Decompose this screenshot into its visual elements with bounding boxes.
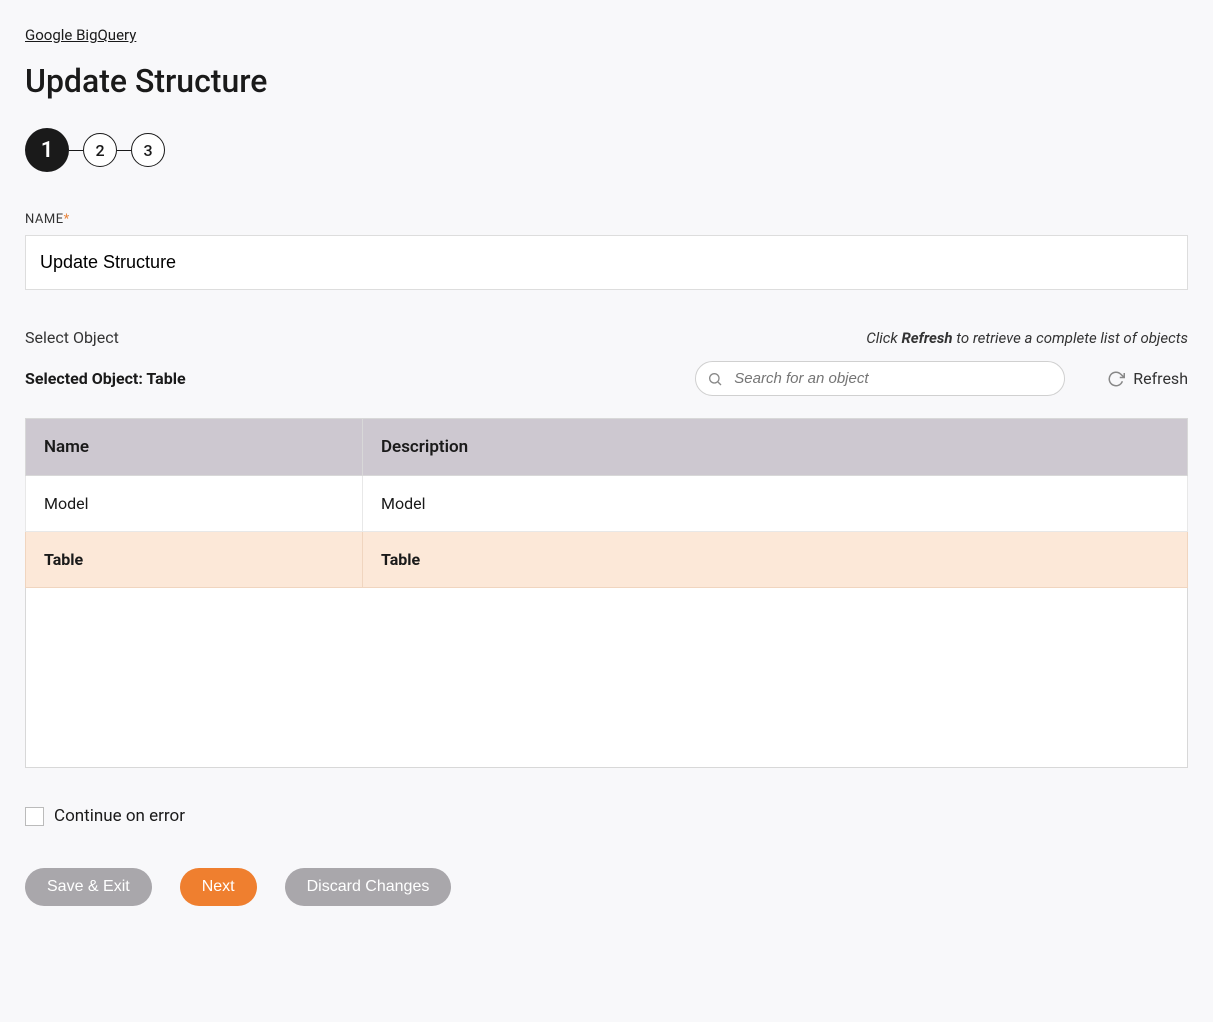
refresh-button[interactable]: Refresh [1107, 369, 1188, 388]
save-exit-button[interactable]: Save & Exit [25, 868, 152, 906]
continue-on-error-label: Continue on error [54, 806, 185, 826]
table-row[interactable]: Model Model [26, 476, 1188, 532]
next-button[interactable]: Next [180, 868, 257, 906]
stepper: 1 2 3 [25, 128, 1188, 172]
search-input[interactable] [695, 361, 1065, 396]
step-connector [69, 150, 83, 151]
table-empty-area [25, 588, 1188, 768]
step-3[interactable]: 3 [131, 133, 165, 167]
cell-name: Table [26, 532, 363, 588]
refresh-icon [1107, 370, 1125, 388]
select-object-label: Select Object [25, 328, 119, 347]
continue-on-error-checkbox[interactable] [25, 807, 44, 826]
cell-name: Model [26, 476, 363, 532]
step-connector [117, 150, 131, 151]
refresh-button-label: Refresh [1133, 369, 1188, 388]
discard-changes-button[interactable]: Discard Changes [285, 868, 452, 906]
column-header-description[interactable]: Description [362, 419, 1187, 476]
required-marker: * [64, 212, 70, 227]
breadcrumb-link[interactable]: Google BigQuery [25, 26, 136, 44]
search-icon [707, 371, 723, 387]
table-row[interactable]: Table Table [26, 532, 1188, 588]
refresh-hint: Click Refresh to retrieve a complete lis… [866, 329, 1188, 347]
name-input[interactable] [25, 235, 1188, 290]
step-1[interactable]: 1 [25, 128, 69, 172]
selected-object-label: Selected Object: Table [25, 369, 675, 388]
cell-description: Model [362, 476, 1187, 532]
cell-description: Table [362, 532, 1187, 588]
column-header-name[interactable]: Name [26, 419, 363, 476]
search-container [695, 361, 1065, 396]
object-table: Name Description Model Model Table Table [25, 418, 1188, 588]
step-2[interactable]: 2 [83, 133, 117, 167]
name-field-label: NAME* [25, 212, 1188, 227]
page-title: Update Structure [25, 62, 1188, 100]
